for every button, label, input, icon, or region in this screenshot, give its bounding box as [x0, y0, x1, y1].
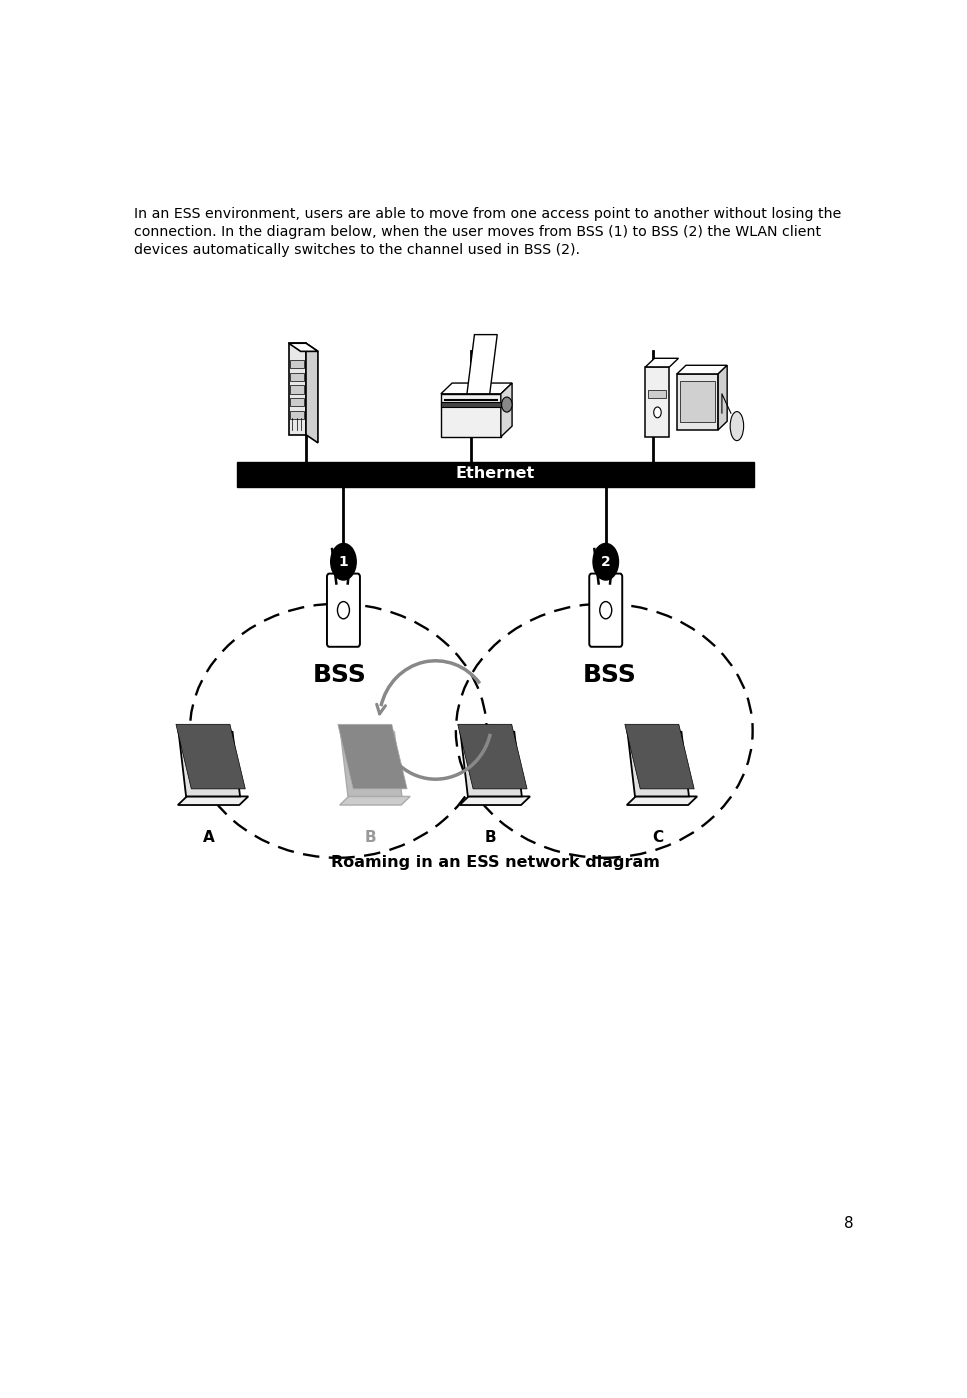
FancyBboxPatch shape [649, 390, 666, 398]
FancyBboxPatch shape [289, 344, 306, 435]
Polygon shape [340, 731, 402, 797]
Polygon shape [459, 797, 530, 805]
Polygon shape [625, 724, 694, 788]
FancyBboxPatch shape [327, 573, 360, 647]
FancyBboxPatch shape [289, 359, 304, 368]
Circle shape [502, 397, 513, 412]
Polygon shape [677, 365, 727, 373]
Polygon shape [501, 383, 513, 436]
Circle shape [593, 544, 619, 580]
Text: Roaming in an ESS network diagram: Roaming in an ESS network diagram [331, 854, 660, 870]
FancyBboxPatch shape [289, 398, 304, 407]
Polygon shape [176, 724, 246, 788]
Circle shape [331, 544, 356, 580]
FancyBboxPatch shape [680, 382, 716, 422]
FancyBboxPatch shape [677, 373, 718, 429]
Circle shape [337, 601, 349, 619]
Ellipse shape [730, 411, 744, 440]
Text: 2: 2 [601, 555, 610, 569]
Polygon shape [457, 724, 527, 788]
Polygon shape [178, 797, 249, 805]
Text: BSS: BSS [582, 663, 636, 686]
Polygon shape [646, 358, 679, 366]
Text: C: C [652, 830, 663, 844]
FancyBboxPatch shape [289, 372, 304, 380]
Polygon shape [467, 334, 497, 394]
FancyBboxPatch shape [441, 394, 501, 436]
Text: 1: 1 [338, 555, 348, 569]
Text: 8: 8 [844, 1216, 854, 1232]
FancyBboxPatch shape [237, 461, 754, 488]
Polygon shape [306, 344, 318, 443]
FancyBboxPatch shape [441, 401, 501, 407]
Text: B: B [484, 830, 496, 844]
Polygon shape [179, 731, 240, 797]
FancyBboxPatch shape [646, 366, 669, 436]
Polygon shape [337, 724, 407, 788]
Polygon shape [460, 731, 522, 797]
Text: B: B [365, 830, 376, 844]
Text: In an ESS environment, users are able to move from one access point to another w: In an ESS environment, users are able to… [133, 207, 841, 257]
Circle shape [654, 407, 661, 418]
Polygon shape [627, 797, 697, 805]
Polygon shape [339, 797, 410, 805]
Text: Ethernet: Ethernet [456, 466, 535, 481]
FancyBboxPatch shape [289, 386, 304, 394]
Text: A: A [203, 830, 215, 844]
Polygon shape [289, 344, 318, 351]
Polygon shape [628, 731, 689, 797]
Text: BSS: BSS [312, 663, 366, 686]
FancyBboxPatch shape [589, 573, 622, 647]
Polygon shape [718, 365, 727, 429]
FancyBboxPatch shape [289, 411, 304, 419]
Polygon shape [441, 383, 513, 394]
Circle shape [600, 601, 612, 619]
